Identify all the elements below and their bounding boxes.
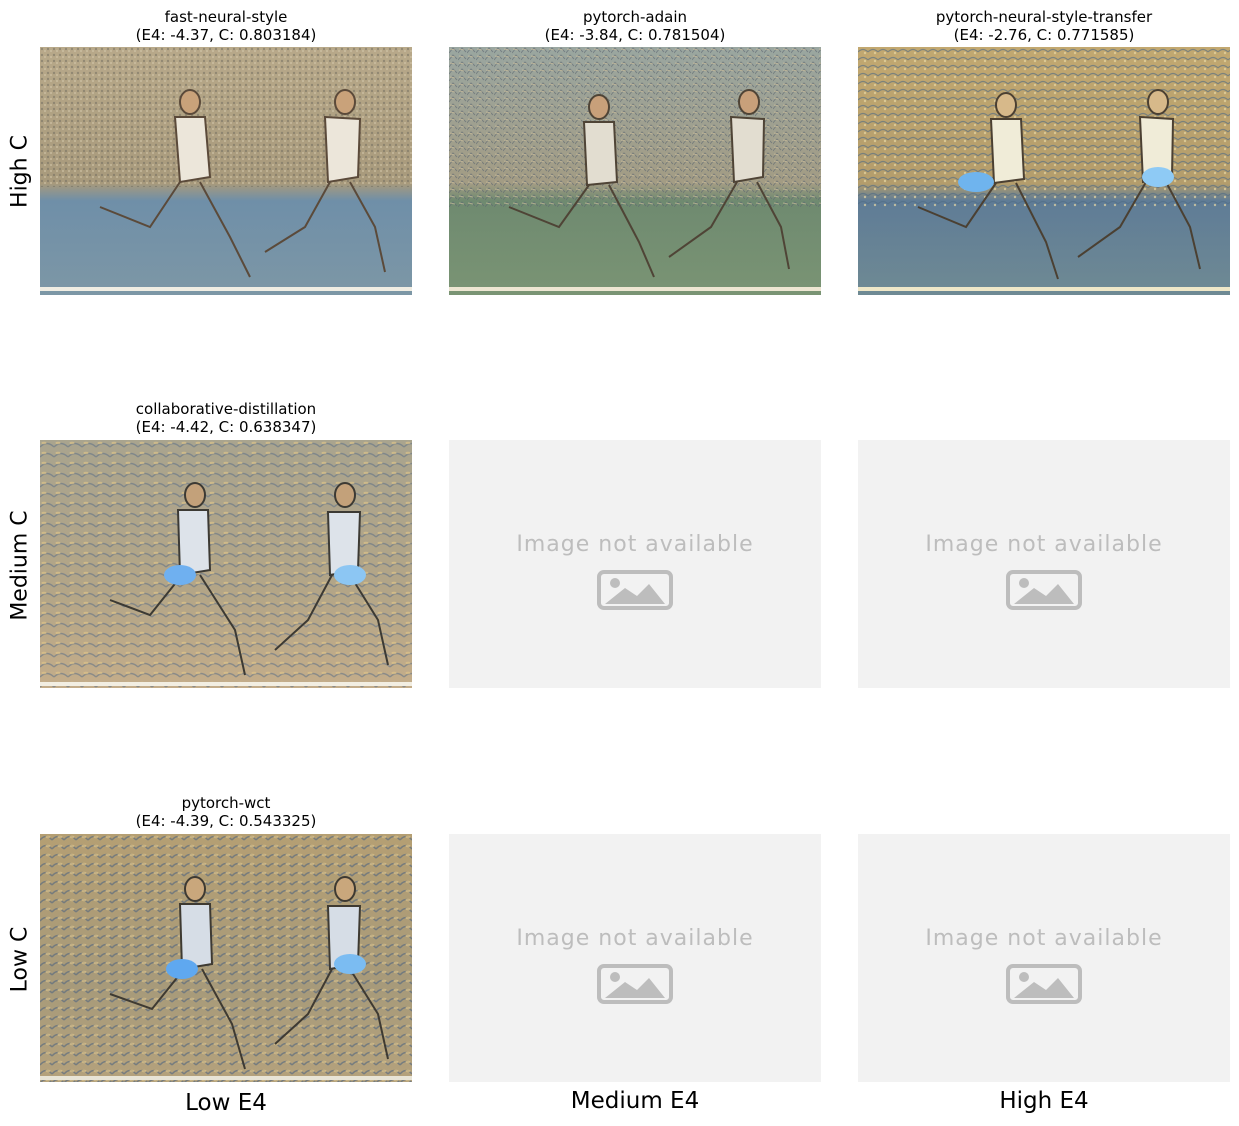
panel-title-pytorch-adain: pytorch-adain (E4: -3.84, C: 0.781504) bbox=[449, 8, 821, 44]
stylized-image-pytorch-wct bbox=[40, 834, 412, 1082]
stylized-image-collaborative-distillation bbox=[40, 440, 412, 688]
placeholder-text: Image not available bbox=[925, 926, 1163, 951]
panel-title-metrics: (E4: -4.37, C: 0.803184) bbox=[135, 26, 317, 44]
stylized-image-pytorch-adain bbox=[449, 47, 821, 295]
panel-title-method: fast-neural-style bbox=[164, 8, 288, 26]
image-icon bbox=[597, 964, 673, 1004]
row-label-high-c: High C bbox=[7, 135, 33, 208]
placeholder-medium-c-high-e4: Image not available bbox=[858, 440, 1230, 688]
image-icon bbox=[597, 570, 673, 610]
panel-title-fast-neural-style: fast-neural-style (E4: -4.37, C: 0.80318… bbox=[40, 8, 412, 44]
panel-title-metrics: (E4: -3.84, C: 0.781504) bbox=[544, 26, 726, 44]
panel-title-method: pytorch-wct bbox=[181, 794, 271, 812]
placeholder-low-c-medium-e4: Image not available bbox=[449, 834, 821, 1082]
stylized-image-fast-neural-style bbox=[40, 47, 412, 295]
row-label-low-c: Low C bbox=[7, 926, 33, 993]
panel-title-metrics: (E4: -2.76, C: 0.771585) bbox=[953, 26, 1135, 44]
col-label-medium-e4: Medium E4 bbox=[570, 1088, 700, 1114]
col-label-low-e4: Low E4 bbox=[185, 1090, 267, 1116]
panel-title-method: collaborative-distillation bbox=[135, 400, 317, 418]
image-icon bbox=[1006, 964, 1082, 1004]
placeholder-medium-c-medium-e4: Image not available bbox=[449, 440, 821, 688]
placeholder-text: Image not available bbox=[516, 926, 754, 951]
panel-title-method: pytorch-neural-style-transfer bbox=[935, 8, 1153, 26]
placeholder-text: Image not available bbox=[516, 532, 754, 557]
panel-title-method: pytorch-adain bbox=[582, 8, 688, 26]
panel-title-metrics: (E4: -4.39, C: 0.543325) bbox=[135, 812, 317, 830]
placeholder-text: Image not available bbox=[925, 532, 1163, 557]
panel-title-pytorch-neural-style-transfer: pytorch-neural-style-transfer (E4: -2.76… bbox=[858, 8, 1230, 44]
stylized-image-pytorch-neural-style-transfer bbox=[858, 47, 1230, 295]
col-label-high-e4: High E4 bbox=[999, 1088, 1089, 1114]
panel-title-pytorch-wct: pytorch-wct (E4: -4.39, C: 0.543325) bbox=[40, 794, 412, 830]
panel-title-metrics: (E4: -4.42, C: 0.638347) bbox=[135, 418, 317, 436]
image-icon bbox=[1006, 570, 1082, 610]
panel-title-collaborative-distillation: collaborative-distillation (E4: -4.42, C… bbox=[40, 400, 412, 436]
row-label-medium-c: Medium C bbox=[7, 510, 33, 621]
placeholder-low-c-high-e4: Image not available bbox=[858, 834, 1230, 1082]
